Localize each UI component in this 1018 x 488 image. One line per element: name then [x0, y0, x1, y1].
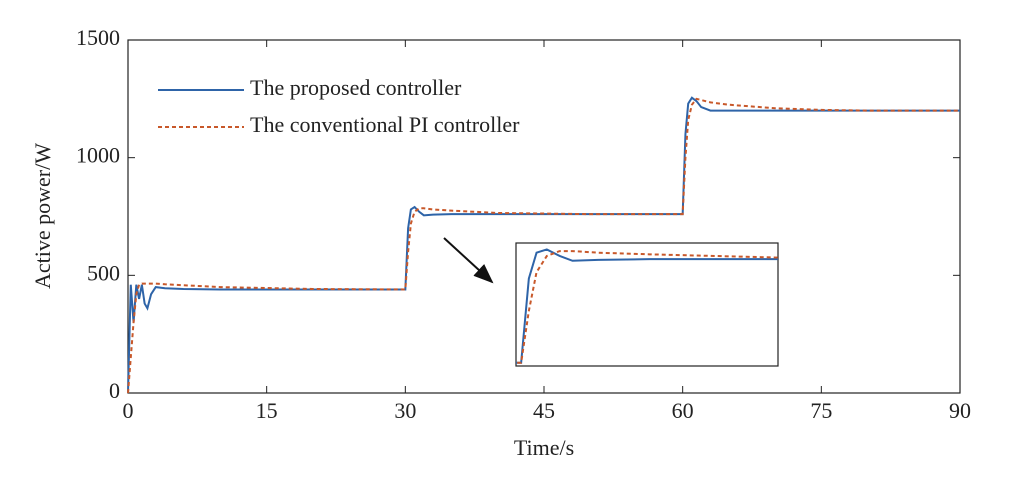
y-axis-label: Active power/W	[30, 143, 55, 289]
inset-frame	[515, 242, 779, 367]
x-tick-label: 90	[949, 398, 971, 423]
y-tick-label: 500	[87, 260, 120, 285]
legend-label: The proposed controller	[250, 75, 462, 100]
x-tick-label: 60	[672, 398, 694, 423]
legend-label: The conventional PI controller	[250, 112, 520, 137]
y-tick-label: 0	[109, 378, 120, 403]
series-line	[127, 97, 960, 394]
x-axis-label: Time/s	[514, 435, 574, 460]
x-tick-label: 45	[533, 398, 555, 423]
x-tick-label: 30	[394, 398, 416, 423]
x-tick-label: 75	[810, 398, 832, 423]
y-tick-label: 1500	[76, 25, 120, 50]
zoom-arrow	[443, 237, 494, 284]
x-tick-label: 15	[256, 398, 278, 423]
y-tick-label: 1000	[76, 143, 120, 168]
x-tick-label: 0	[123, 398, 134, 423]
inset-line	[516, 250, 778, 364]
